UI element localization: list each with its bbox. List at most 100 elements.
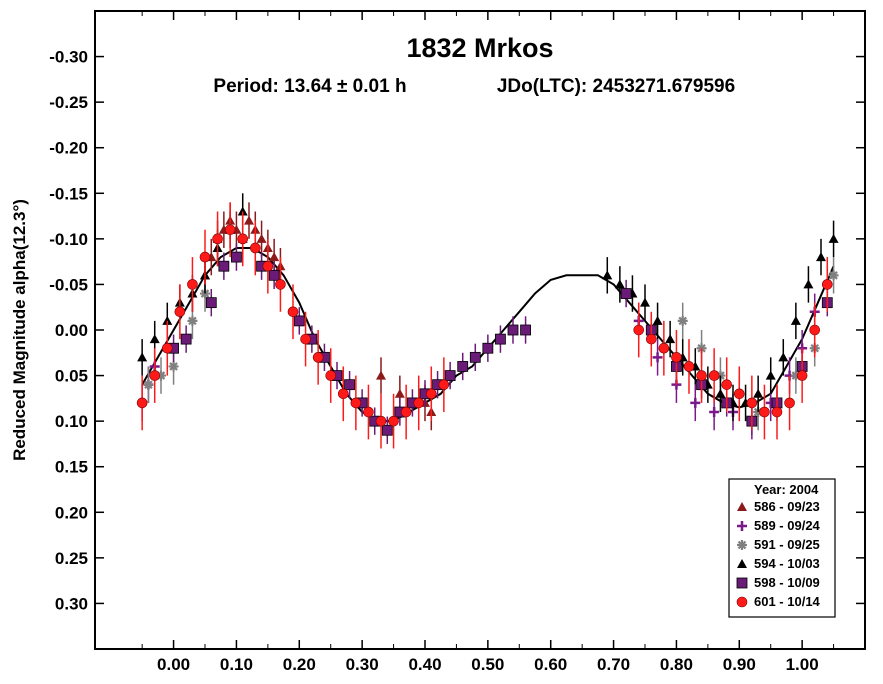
data-point (796, 370, 808, 381)
legend-box (728, 478, 836, 618)
data-point (809, 324, 821, 336)
legend: Year: 2004 586 - 09/23 589 - 09/24 591 - 0… (728, 478, 836, 618)
data-point (828, 270, 839, 281)
data-point (620, 288, 632, 299)
y-tick-label: -0.15 (49, 184, 88, 203)
data-point (350, 397, 362, 409)
legend-items: 586 - 09/23 589 - 09/24 591 - 09/25 594 - 1… (736, 499, 821, 609)
data-point (633, 324, 645, 336)
data-point (268, 269, 280, 281)
data-point (363, 406, 374, 418)
data-point (671, 352, 682, 363)
data-point (784, 397, 795, 409)
data-point (149, 370, 161, 381)
series-5 (136, 202, 833, 449)
data-point (413, 397, 425, 409)
data-point (746, 397, 758, 409)
data-point (237, 233, 249, 245)
period-label: Period: 13.64 ± 0.01 h (213, 76, 406, 97)
x-tick-label: 0.30 (346, 655, 379, 674)
x-tick-label: 0.40 (408, 655, 441, 674)
data-point (212, 233, 223, 245)
data-point (400, 406, 412, 418)
legend-label: 589 - 09/24 (754, 518, 821, 533)
data-point (137, 352, 148, 362)
data-point (696, 370, 707, 381)
data-point (677, 315, 688, 326)
y-tick-label: -0.10 (49, 230, 88, 249)
data-point (256, 233, 267, 243)
data-point (205, 297, 217, 309)
data-point (803, 279, 814, 289)
y-tick-label: 0.30 (55, 594, 88, 613)
data-point (218, 260, 230, 272)
data-point (287, 306, 299, 318)
data-point (778, 352, 789, 362)
data-point (388, 415, 399, 427)
data-point (690, 397, 701, 408)
data-point (143, 379, 154, 390)
data-point (174, 306, 186, 318)
y-tick-label: 0.00 (55, 321, 88, 340)
data-point (438, 379, 450, 390)
data-point (136, 397, 148, 409)
data-point (187, 279, 198, 290)
data-point (640, 297, 650, 307)
legend-label: 594 - 10/03 (754, 556, 820, 571)
y-tick-label: -0.25 (49, 93, 88, 112)
legend-marker (737, 502, 747, 511)
x-tick-label: 0.60 (534, 655, 567, 674)
y-tick-label: 0.05 (55, 367, 88, 386)
data-point (652, 315, 663, 325)
y-tick-label: 0.15 (55, 458, 88, 477)
legend-marker (736, 577, 748, 589)
x-tick-label: 0.00 (157, 655, 190, 674)
data-point (224, 224, 236, 236)
legend-marker (737, 521, 747, 531)
data-point (249, 242, 261, 254)
data-point (602, 270, 613, 280)
x-tick-label: 0.90 (723, 655, 756, 674)
data-point (200, 288, 210, 299)
data-point (180, 333, 192, 345)
data-point (614, 279, 625, 289)
data-point (312, 352, 324, 363)
data-point (721, 379, 733, 390)
data-point (816, 252, 826, 262)
data-point (715, 388, 726, 398)
data-point (444, 370, 456, 381)
x-tick-label: 0.70 (597, 655, 630, 674)
data-point (457, 361, 469, 372)
data-point (753, 388, 764, 398)
y-axis-ticks: -0.30 -0.25 -0.20 -0.15 -0.10 -0.05 0.00 0.05 0.… (49, 48, 865, 613)
data-point (381, 424, 393, 436)
data-point (482, 342, 494, 354)
data-point (325, 370, 337, 381)
data-point (469, 351, 481, 363)
data-point (658, 342, 670, 354)
data-point (300, 333, 311, 345)
y-tick-label: -0.20 (49, 139, 88, 158)
legend-marker (737, 559, 747, 568)
data-point (376, 370, 386, 380)
data-point (187, 315, 198, 326)
data-point (161, 342, 173, 354)
data-point (337, 388, 349, 400)
data-point (790, 315, 801, 325)
x-tick-label: 0.50 (471, 655, 504, 674)
data-point (645, 333, 657, 345)
data-point (759, 406, 770, 418)
data-point (394, 388, 405, 398)
data-point (199, 251, 211, 263)
data-point (293, 315, 305, 327)
data-point (715, 370, 726, 381)
data-point (168, 361, 179, 372)
data-point (665, 334, 676, 344)
data-point (344, 379, 355, 391)
data-point (237, 206, 248, 216)
data-point (275, 279, 286, 290)
data-point (231, 251, 242, 263)
data-point (162, 315, 173, 325)
x-tick-label: 0.20 (283, 655, 316, 674)
